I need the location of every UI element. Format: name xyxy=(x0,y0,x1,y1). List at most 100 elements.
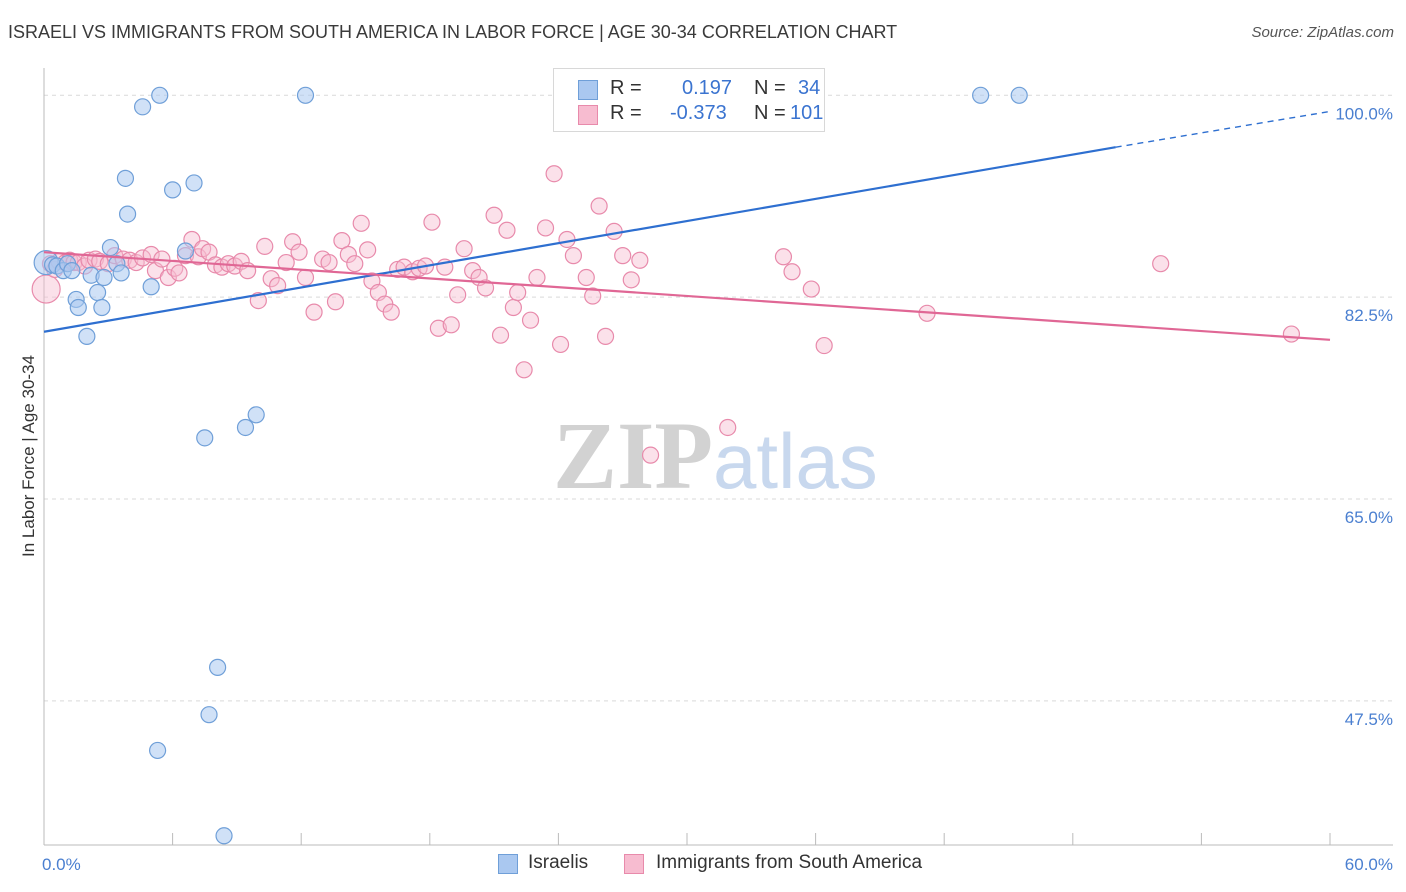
blue-point xyxy=(148,741,167,760)
blue-point xyxy=(176,242,195,260)
blue-point xyxy=(133,98,152,116)
blue-point xyxy=(63,262,81,280)
pink-point xyxy=(346,255,364,273)
pink-point xyxy=(498,221,516,239)
pink-point xyxy=(622,271,640,289)
pink-point xyxy=(504,298,522,317)
pink-point xyxy=(455,240,473,258)
pink-point xyxy=(515,361,533,379)
axes xyxy=(43,68,1393,846)
pink-point xyxy=(296,268,315,287)
legend-label-immigrants: Immigrants from South America xyxy=(656,852,923,873)
pink-point xyxy=(545,165,563,183)
pink-point xyxy=(564,247,583,265)
legend-r-value: 0.197 xyxy=(682,77,733,99)
israelis-trend-extension xyxy=(1115,110,1331,148)
y-tick-label: 100.0% xyxy=(1335,104,1393,123)
pink-point xyxy=(590,197,608,215)
blue-point xyxy=(118,205,137,223)
gridlines xyxy=(44,94,1393,702)
pink-point xyxy=(584,287,602,305)
legend-n-label: N = xyxy=(754,102,786,124)
blue-point xyxy=(142,278,160,296)
pink-point xyxy=(476,279,495,297)
pink-point xyxy=(277,253,295,272)
pink-point xyxy=(802,280,820,298)
legend-r-label: R = xyxy=(610,102,642,124)
pink-point xyxy=(320,253,338,272)
blue-point xyxy=(116,169,135,187)
pink-point xyxy=(719,418,737,437)
x-tick-label: 60.0% xyxy=(1345,855,1393,874)
blue-point xyxy=(972,86,990,104)
legend-swatch-immigrants xyxy=(624,854,644,874)
stats-legend: R = 0.197 N = 34 R = -0.373 N = 101 xyxy=(553,68,825,132)
pink-point xyxy=(1282,325,1301,343)
tick-labels: 47.5% 65.0% 82.5% 100.0% 0.0% 60.0% xyxy=(42,104,1393,874)
pink-point xyxy=(359,241,377,259)
pink-point xyxy=(305,303,323,321)
legend-swatch-israelis xyxy=(498,854,518,874)
pink-point xyxy=(815,336,833,355)
source-label: Source: ZipAtlas.com xyxy=(1251,24,1394,41)
blue-point xyxy=(196,429,214,447)
legend-row-immigrants: R = -0.373 N = 101 xyxy=(578,102,823,128)
blue-point xyxy=(101,238,120,257)
pink-point xyxy=(159,268,177,287)
pink-point xyxy=(596,327,615,345)
pink-point xyxy=(485,206,503,224)
trend-lines xyxy=(43,110,1331,341)
pink-point xyxy=(641,446,660,464)
blue-point xyxy=(200,706,218,724)
series-israelis-points xyxy=(33,86,1028,845)
pink-point xyxy=(382,303,400,321)
blue-point xyxy=(95,268,113,287)
blue-point xyxy=(215,827,233,845)
blue-point xyxy=(236,418,255,437)
blue-point xyxy=(164,181,182,199)
y-axis-label: In Labor Force | Age 30-34 xyxy=(19,355,38,557)
pink-point xyxy=(449,286,467,304)
watermark-zip: ZIP xyxy=(553,402,714,509)
y-tick-label: 47.5% xyxy=(1345,710,1393,729)
legend-swatch-blue xyxy=(578,80,598,100)
legend-n-value: 34 xyxy=(798,77,821,99)
pink-point xyxy=(614,247,632,265)
pink-point xyxy=(326,293,345,311)
legend-swatch-pink xyxy=(578,105,598,125)
blue-point xyxy=(78,327,96,345)
legend-n-value: 101 xyxy=(790,102,824,124)
pink-point xyxy=(442,316,460,334)
legend-row-israelis: R = 0.197 N = 34 xyxy=(578,77,820,103)
blue-point xyxy=(1010,86,1028,104)
blue-point xyxy=(247,406,265,424)
pink-point xyxy=(605,222,623,240)
blue-point xyxy=(69,298,87,317)
legend-r-value: -0.373 xyxy=(670,102,727,124)
pink-point xyxy=(290,243,308,261)
pink-point xyxy=(631,251,649,269)
y-tick-label: 82.5% xyxy=(1345,306,1393,325)
pink-point xyxy=(536,219,555,237)
chart-title: ISRAELI VS IMMIGRANTS FROM SOUTH AMERICA… xyxy=(8,22,898,42)
pink-point xyxy=(558,230,576,249)
blue-point xyxy=(88,283,107,302)
pink-point xyxy=(577,268,595,287)
immigrants-trend-line xyxy=(43,251,1331,341)
blue-point xyxy=(151,86,169,104)
pink-point xyxy=(464,262,482,280)
blue-point xyxy=(185,174,203,192)
pink-point xyxy=(509,283,527,302)
pink-point xyxy=(352,214,370,232)
blue-point xyxy=(209,658,227,676)
blue-point xyxy=(112,264,130,282)
pink-point xyxy=(774,248,793,266)
pink-point xyxy=(491,326,510,344)
legend-label-israelis: Israelis xyxy=(528,852,589,873)
x-tick-label: 0.0% xyxy=(42,855,81,874)
series-immigrants-points xyxy=(31,86,1301,464)
pink-point xyxy=(262,270,280,288)
pink-point xyxy=(528,268,546,287)
legend-n-label: N = xyxy=(754,77,786,99)
